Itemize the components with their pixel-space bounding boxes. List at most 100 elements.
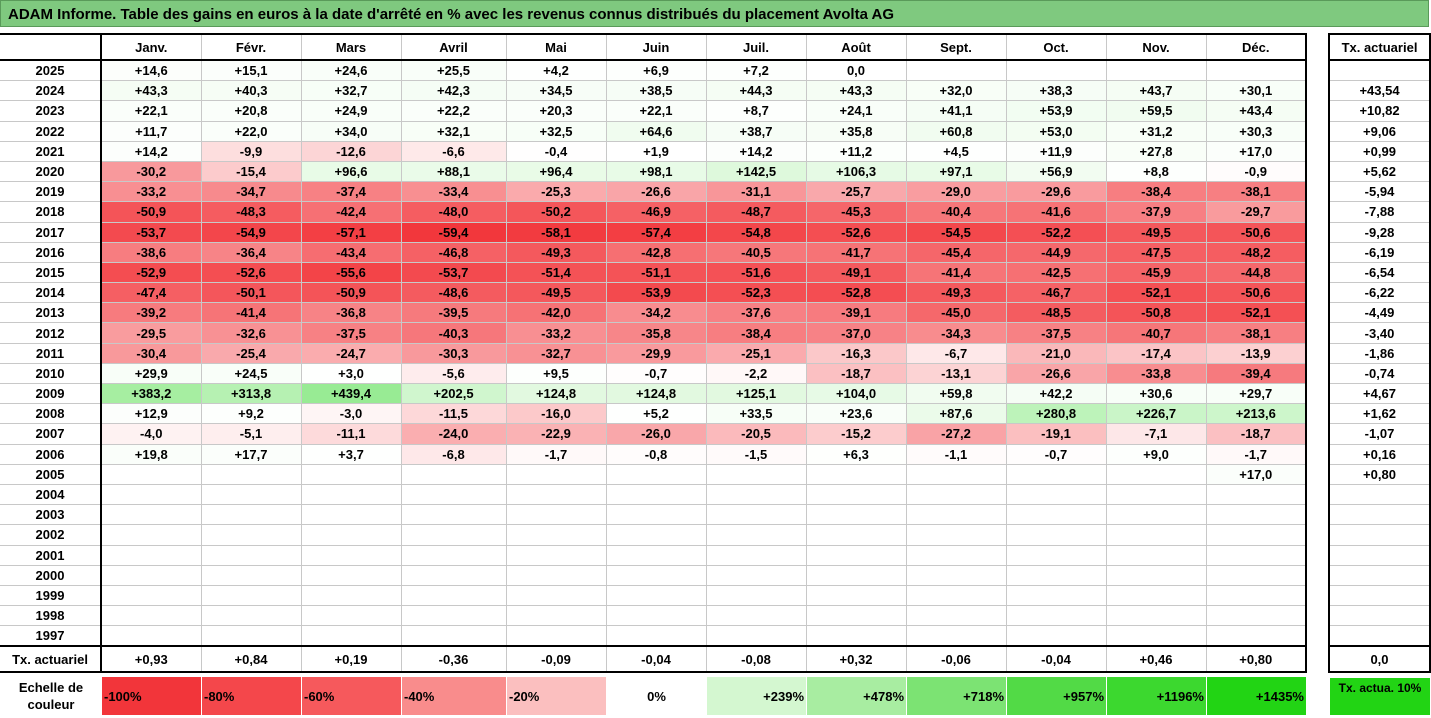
gain-cell (905, 605, 1007, 627)
gain-cell (605, 564, 707, 586)
gain-cell: -52,9 (100, 261, 202, 284)
gain-cell: +42,2 (1005, 382, 1107, 405)
gain-cell: -18,7 (805, 362, 907, 385)
table-row: 2008 +12,9 +9,2 -3,0 -11,5 -16,0 +5,2 +33,5 +23,… (0, 403, 1307, 425)
gain-cell: -1,1 (905, 443, 1007, 465)
gain-cell: -57,1 (300, 221, 402, 243)
scale-label: Echelle de couleur (0, 676, 102, 716)
gain-cell (1205, 504, 1307, 526)
gain-cell: +8,7 (705, 100, 807, 122)
table-row: 2001 (0, 544, 1307, 566)
table-row: 2021 +14,2 -9,9 -12,6 -6,6 -0,4 +1,9 +14,2 +11,2… (0, 140, 1307, 162)
gain-cell: -45,3 (805, 201, 907, 223)
gain-cell: -41,7 (805, 241, 907, 263)
gain-cell: +8,8 (1105, 160, 1207, 183)
table-row: 2006 +19,8 +17,7 +3,7 -6,8 -1,7 -0,8 -1,5 +6,3 -1… (0, 443, 1307, 465)
gain-cell: -53,9 (605, 282, 707, 304)
gain-cell (505, 504, 607, 526)
gain-cell (805, 463, 907, 485)
gain-cell: +32,0 (905, 80, 1007, 102)
gain-cell: -0,9 (1205, 160, 1307, 183)
scale-swatch: 0% (606, 676, 707, 716)
rate-cell: +43,54 (1328, 80, 1431, 102)
rate-cell (1328, 59, 1431, 82)
gain-cell (1205, 483, 1307, 506)
gain-cell: -26,0 (605, 423, 707, 445)
table-row: 2002 (0, 524, 1307, 546)
year-label: 2018 (0, 201, 102, 223)
gain-cell (1005, 625, 1107, 647)
table-row: 2000 (0, 564, 1307, 586)
gain-cell (505, 605, 607, 627)
gain-cell (300, 564, 402, 586)
year-label: 2006 (0, 443, 102, 465)
gain-cell: -20,5 (705, 423, 807, 445)
gain-cell: -33,2 (100, 181, 202, 203)
table-row: 2016 -38,6 -36,4 -43,4 -46,8 -49,3 -42,8 -40,5-… (0, 241, 1307, 263)
table-row: 2019 -33,2 -34,7 -37,4 -33,4 -25,3 -26,6 -31,1-… (0, 181, 1307, 203)
gain-cell: -50,8 (1105, 302, 1207, 324)
gain-cell (705, 483, 807, 506)
table-row: 2003 (0, 504, 1307, 526)
table-row: 2005 +17,0 (0, 463, 1307, 485)
gain-cell: -40,3 (400, 322, 507, 344)
gain-cell: +226,7 (1105, 403, 1207, 425)
gain-cell (1205, 584, 1307, 607)
rate-cell: -7,88 (1328, 201, 1431, 223)
gain-cell: -6,7 (905, 342, 1007, 364)
rate-cell (1328, 564, 1431, 586)
year-label: 2020 (0, 160, 102, 183)
gain-cell (200, 564, 302, 586)
footer-rate-cell: -0,08 (705, 645, 807, 674)
gain-cell: -45,4 (905, 241, 1007, 263)
gain-cell: -48,5 (1005, 302, 1107, 324)
gain-cell (605, 605, 707, 627)
gain-cell: -12,6 (300, 140, 402, 162)
gain-cell: +213,6 (1205, 403, 1307, 425)
gain-cell: -21,0 (1005, 342, 1107, 364)
month-header: Juil. (705, 33, 807, 61)
year-label: 2025 (0, 59, 102, 82)
gain-cell: -52,1 (1105, 282, 1207, 304)
gain-cell: +383,2 (100, 382, 202, 405)
gain-cell (300, 625, 402, 647)
gain-cell: -38,4 (1105, 181, 1207, 203)
gain-cell: +142,5 (705, 160, 807, 183)
gain-cell (100, 524, 202, 546)
gain-cell: -42,0 (505, 302, 607, 324)
gain-cell: +12,9 (100, 403, 202, 425)
gain-cell (805, 605, 907, 627)
gain-cell (705, 544, 807, 566)
gain-cell: +14,6 (100, 59, 202, 82)
month-header: Sept. (905, 33, 1007, 61)
gain-cell: -33,8 (1105, 362, 1207, 385)
gain-cell: -53,7 (400, 261, 507, 284)
gain-cell (300, 544, 402, 566)
gain-cell: -38,6 (100, 241, 202, 263)
year-label: 2009 (0, 382, 102, 405)
gain-cell: -11,5 (400, 403, 507, 425)
gain-cell: -38,4 (705, 322, 807, 344)
rate-cell: -1,86 (1328, 342, 1431, 364)
gain-cell: -6,6 (400, 140, 507, 162)
gain-cell (1105, 625, 1207, 647)
rate-cell: -6,54 (1328, 261, 1431, 284)
year-label: 2012 (0, 322, 102, 344)
year-label: 2024 (0, 80, 102, 102)
gain-cell: +34,5 (505, 80, 607, 102)
gain-cell: -45,9 (1105, 261, 1207, 284)
gain-cell: -59,4 (400, 221, 507, 243)
gain-cell: -37,5 (300, 322, 402, 344)
gain-cell: -37,6 (705, 302, 807, 324)
gain-cell: -44,8 (1205, 261, 1307, 284)
gain-cell: -50,9 (300, 282, 402, 304)
gain-cell: -29,0 (905, 181, 1007, 203)
gain-cell: +6,9 (605, 59, 707, 82)
gain-cell: +23,6 (805, 403, 907, 425)
gain-cell (400, 483, 507, 506)
table-row: 2009 +383,2 +313,8 +439,4 +202,5 +124,8 +124,8… (0, 382, 1307, 405)
gain-cell (805, 483, 907, 506)
year-label: 2001 (0, 544, 102, 566)
gain-cell: +11,7 (100, 120, 202, 142)
rate-cell: -3,40 (1328, 322, 1431, 344)
